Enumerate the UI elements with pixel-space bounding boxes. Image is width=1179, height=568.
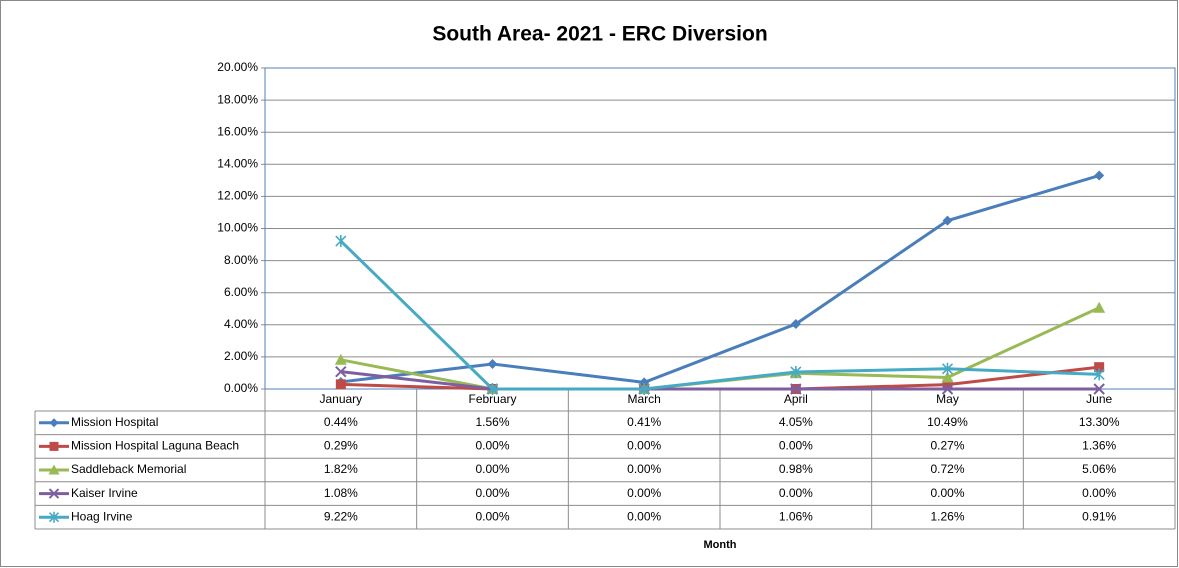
x-axis-label: Month xyxy=(704,539,737,551)
table-value: 0.00% xyxy=(475,486,509,500)
table-value: 0.00% xyxy=(930,486,964,500)
table-value: 9.22% xyxy=(324,509,358,523)
table-value: 0.41% xyxy=(627,415,661,429)
table-value: 10.49% xyxy=(927,415,968,429)
x-tick-label: March xyxy=(627,392,660,406)
y-tick-label: 20.00% xyxy=(217,60,258,74)
series-line xyxy=(340,174,1100,384)
y-tick-label: 10.00% xyxy=(217,221,258,235)
marker xyxy=(335,379,346,390)
table-value: 1.36% xyxy=(1082,439,1116,453)
y-tick-label: 0.00% xyxy=(224,381,258,395)
marker xyxy=(335,235,347,248)
x-tick-label: February xyxy=(468,392,516,406)
table-value: 0.00% xyxy=(475,462,509,476)
y-tick-label: 16.00% xyxy=(217,124,258,138)
y-tick-label: 12.00% xyxy=(217,189,258,203)
legend-label: Mission Hospital Laguna Beach xyxy=(71,439,239,453)
table-value: 1.26% xyxy=(930,509,964,523)
marker xyxy=(638,383,650,395)
marker xyxy=(1094,170,1105,181)
marker xyxy=(790,318,801,329)
marker xyxy=(790,383,802,395)
legend-label: Mission Hospital xyxy=(71,415,158,429)
x-tick-label: May xyxy=(936,392,959,406)
marker xyxy=(334,353,347,365)
marker xyxy=(942,379,953,390)
table-value: 0.00% xyxy=(627,486,661,500)
y-tick-label: 8.00% xyxy=(224,253,258,267)
x-tick-label: June xyxy=(1086,392,1112,406)
table-value: 5.06% xyxy=(1082,462,1116,476)
legend-marker xyxy=(48,464,60,475)
legend-label: Saddleback Memorial xyxy=(71,462,186,476)
legend-marker xyxy=(48,488,60,499)
marker xyxy=(1093,301,1106,313)
table-value: 0.00% xyxy=(475,439,509,453)
table-value: 0.44% xyxy=(324,415,358,429)
table-value: 0.72% xyxy=(930,462,964,476)
table-value: 0.00% xyxy=(779,439,813,453)
marker xyxy=(941,383,954,395)
table-value: 0.00% xyxy=(627,462,661,476)
legend-marker xyxy=(49,418,59,428)
y-tick-label: 2.00% xyxy=(224,349,258,363)
y-tick-label: 6.00% xyxy=(224,285,258,299)
marker xyxy=(335,365,347,378)
table-value: 0.00% xyxy=(475,509,509,523)
table-value: 1.08% xyxy=(324,486,358,500)
x-tick-label: January xyxy=(319,392,362,406)
table-value: 0.91% xyxy=(1082,509,1116,523)
series-line xyxy=(340,370,1100,391)
marker xyxy=(1093,368,1105,381)
table-value: 0.98% xyxy=(779,462,813,476)
table-value: 0.00% xyxy=(779,486,813,500)
table-value: 0.00% xyxy=(627,439,661,453)
legend-label: Kaiser Irvine xyxy=(71,486,138,500)
table-value: 1.56% xyxy=(475,415,509,429)
table-value: 0.29% xyxy=(324,439,358,453)
marker xyxy=(942,215,953,226)
y-tick-label: 14.00% xyxy=(217,156,258,170)
legend-marker xyxy=(49,441,59,451)
legend-marker xyxy=(48,511,60,523)
marker xyxy=(486,383,499,395)
series-line xyxy=(339,239,1100,391)
marker xyxy=(790,365,802,378)
marker xyxy=(941,371,954,383)
table-value: 13.30% xyxy=(1079,415,1120,429)
legend-label: Hoag Irvine xyxy=(71,509,133,523)
marker xyxy=(1094,362,1105,373)
chart-title: South Area- 2021 - ERC Diversion xyxy=(432,23,767,46)
table-value: 1.06% xyxy=(779,509,813,523)
table-value: 4.05% xyxy=(779,415,813,429)
y-tick-label: 18.00% xyxy=(217,92,258,106)
table-value: 1.82% xyxy=(324,462,358,476)
table-value: 0.27% xyxy=(930,439,964,453)
table-value: 0.00% xyxy=(627,509,661,523)
x-tick-label: April xyxy=(784,392,808,406)
marker xyxy=(487,358,498,369)
marker xyxy=(1093,383,1105,395)
table-value: 0.00% xyxy=(1082,486,1116,500)
marker xyxy=(941,362,954,375)
y-tick-label: 4.00% xyxy=(224,317,258,331)
